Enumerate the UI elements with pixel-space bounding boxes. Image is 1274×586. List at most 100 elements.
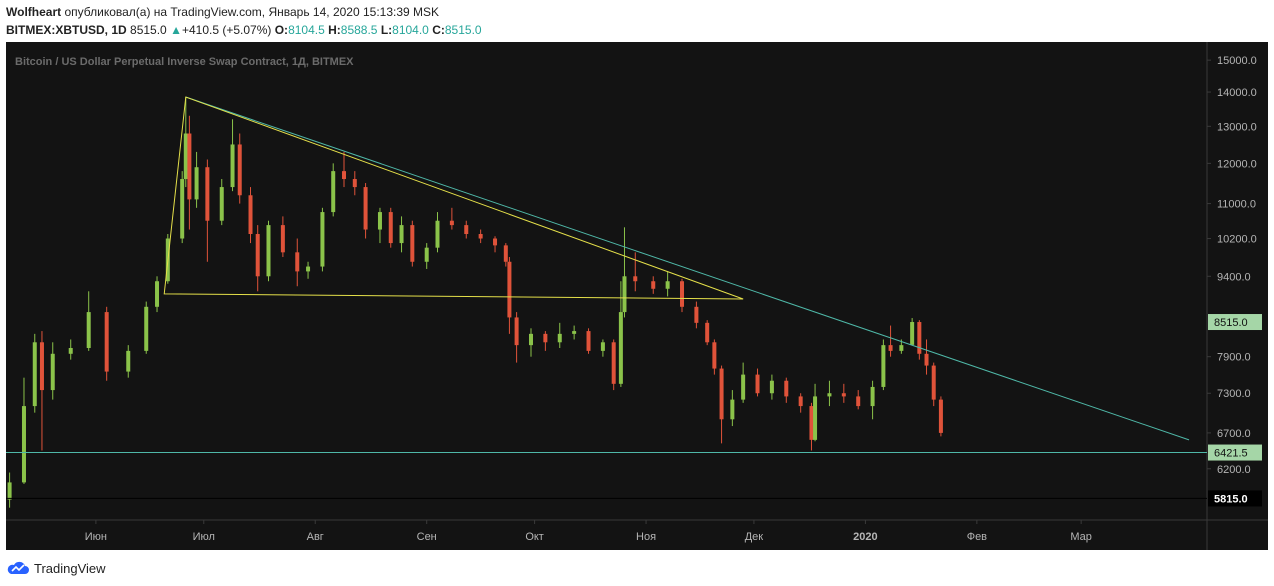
candle	[493, 236, 498, 253]
candle	[295, 238, 300, 287]
candle	[784, 377, 789, 403]
candle	[306, 261, 311, 279]
candle	[856, 390, 861, 410]
candle	[917, 320, 922, 360]
candle	[651, 276, 656, 294]
chart-background	[6, 42, 1268, 550]
candle	[144, 301, 149, 354]
candle	[187, 115, 192, 230]
candle	[194, 151, 199, 208]
candle	[248, 187, 253, 244]
close-value: 8515.0	[444, 23, 482, 37]
x-tick-label: Фев	[967, 531, 987, 543]
candle-body	[331, 171, 336, 213]
candle	[180, 171, 185, 244]
price-chart[interactable]: Bitcoin / US Dollar Perpetual Inverse Sw…	[6, 42, 1268, 550]
candle	[841, 383, 846, 403]
candle-body	[180, 179, 185, 239]
candle-body	[248, 195, 253, 235]
candle	[798, 393, 803, 413]
candle-body	[705, 322, 710, 343]
candle-body	[755, 374, 760, 394]
candle-body	[651, 281, 656, 289]
candle-body	[611, 342, 616, 384]
candle-body	[104, 312, 109, 372]
x-tick-label: Июл	[193, 531, 215, 543]
price-label-bg	[1208, 490, 1262, 507]
price-label: 8515.0	[1208, 314, 1262, 331]
price-label-text: 5815.0	[1214, 493, 1248, 505]
publish-line: Wolfheart опубликовал(а) на TradingView.…	[6, 5, 439, 19]
candle-body	[306, 266, 311, 272]
candle	[39, 331, 44, 451]
low-label: L:	[380, 23, 393, 37]
triangle-pattern[interactable]	[163, 96, 744, 300]
candle	[514, 312, 519, 363]
candle	[68, 339, 73, 360]
time-axis[interactable]: Июн Июл Авг Сен Окт Ноя Дек 2020 Фев Мар	[85, 520, 1092, 543]
candle-body	[155, 281, 160, 307]
candle-body	[910, 322, 915, 345]
candle	[399, 216, 404, 253]
candle-body	[255, 234, 260, 277]
candle-body	[712, 342, 717, 369]
candle	[870, 380, 875, 420]
candle	[557, 322, 562, 349]
candle-body	[219, 187, 224, 221]
x-tick-label: Мар	[1070, 531, 1092, 543]
candle	[331, 163, 336, 217]
candle-body	[741, 374, 746, 400]
candle-body	[194, 167, 199, 200]
candle	[424, 243, 429, 269]
candle-body	[899, 345, 904, 351]
candle	[694, 301, 699, 329]
x-tick-label: Дек	[745, 531, 764, 543]
candle	[931, 362, 936, 407]
author-name[interactable]: Wolfheart	[6, 5, 62, 19]
candle-body	[363, 187, 368, 230]
candle	[230, 119, 235, 192]
candle	[938, 396, 943, 437]
candle-body	[410, 225, 415, 262]
candle-body	[730, 399, 735, 420]
candle-body	[237, 144, 242, 196]
ohlc-line: BITMEX:XBTUSD, 1D 8515.0 ▲+410.5 (+5.07%…	[6, 23, 482, 37]
chart-area[interactable]: Bitcoin / US Dollar Perpetual Inverse Sw…	[6, 42, 1268, 550]
candle-body	[50, 353, 55, 391]
footer-brand[interactable]: TradingView	[6, 558, 106, 578]
trendline[interactable]	[185, 96, 1190, 441]
candle-body	[266, 225, 271, 277]
footer-brand-label: TradingView	[34, 560, 106, 576]
candle	[435, 212, 440, 253]
candle	[50, 342, 55, 400]
candle	[543, 331, 548, 351]
candle	[910, 318, 915, 345]
price-axis[interactable]: 6200.0 6700.0 7300.0 7900.0 9400.0 10200.0 110…	[1207, 55, 1257, 476]
candle	[680, 278, 685, 313]
candle-body	[769, 380, 774, 394]
candle	[924, 339, 929, 375]
candle-body	[503, 245, 508, 262]
candle	[586, 328, 591, 354]
candle-body	[388, 212, 393, 244]
candle-body	[622, 276, 627, 313]
candle-body	[586, 331, 591, 351]
candle-body	[680, 281, 685, 307]
candle	[611, 339, 616, 391]
price-label-text: 8515.0	[1214, 317, 1248, 329]
candle-body	[514, 317, 519, 346]
candle	[377, 207, 382, 244]
candle-body	[399, 225, 404, 244]
candle	[388, 207, 393, 248]
candle-body	[86, 312, 91, 349]
candle	[32, 333, 37, 413]
candle	[572, 325, 577, 340]
y-tick-label: 10200.0	[1217, 234, 1257, 246]
x-tick-label: 2020	[853, 531, 877, 543]
candle-body	[665, 281, 670, 289]
candle	[280, 216, 285, 258]
change-up-icon: ▲	[170, 23, 182, 37]
candle	[741, 362, 746, 403]
candle-body	[183, 133, 188, 180]
high-value: 8588.5	[340, 23, 378, 37]
